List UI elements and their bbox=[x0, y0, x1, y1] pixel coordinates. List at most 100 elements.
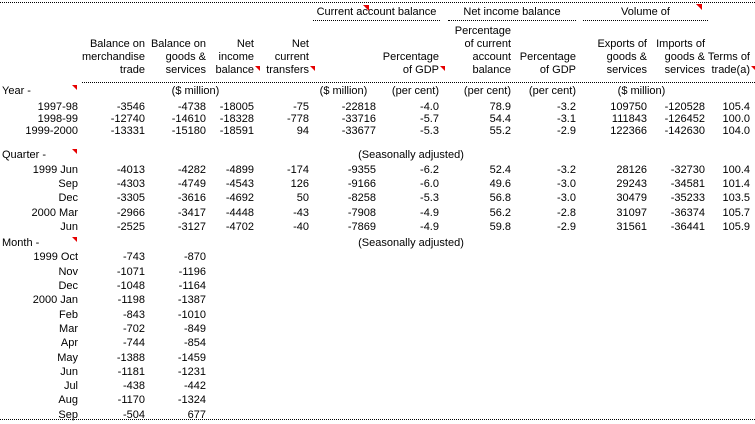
table-cell-exports-goods-services[interactable]: 31097 bbox=[616, 206, 647, 219]
table-cell-exports-goods-services[interactable] bbox=[577, 380, 648, 394]
table-cell-current-account-balance-million[interactable]: -9355 bbox=[347, 163, 376, 176]
table-cell-net-income-balance[interactable] bbox=[207, 280, 255, 294]
table-cell-nib-percentage-of-gdp[interactable] bbox=[512, 323, 577, 337]
table-cell-balance-goods-services[interactable]: -849 bbox=[183, 322, 206, 335]
table-cell-nib-percentage-of-gdp[interactable]: -2.9 bbox=[557, 221, 576, 234]
table-cell-cab-percentage-of-gdp[interactable] bbox=[377, 394, 440, 408]
table-cell-exports-goods-services[interactable] bbox=[577, 394, 648, 408]
table-cell-nib-percentage-of-gdp[interactable]: -3.1 bbox=[557, 113, 576, 125]
table-cell-balance-goods-services[interactable]: -3616 bbox=[177, 192, 206, 205]
table-cell-terms-of-trade[interactable] bbox=[706, 266, 751, 280]
table-cell-nib-percentage-of-cab[interactable]: 52.4 bbox=[489, 163, 511, 176]
row-label[interactable]: 1999-2000 bbox=[25, 125, 78, 137]
table-cell-balance-merchandise-trade[interactable]: -1170 bbox=[117, 394, 145, 407]
table-cell-net-income-balance[interactable]: -18005 bbox=[219, 101, 254, 113]
table-cell-cab-percentage-of-gdp[interactable] bbox=[377, 337, 440, 351]
table-cell-imports-goods-services[interactable] bbox=[648, 380, 706, 394]
table-cell-nib-percentage-of-gdp[interactable] bbox=[512, 280, 577, 294]
table-cell-net-income-balance[interactable]: -4448 bbox=[225, 206, 254, 219]
table-cell-balance-merchandise-trade[interactable]: -744 bbox=[122, 337, 145, 350]
table-cell-current-account-balance-million[interactable]: -7869 bbox=[347, 221, 376, 234]
table-cell-exports-goods-services[interactable] bbox=[577, 366, 648, 380]
table-cell-balance-merchandise-trade[interactable]: -2525 bbox=[116, 221, 145, 234]
table-cell-imports-goods-services[interactable]: -120528 bbox=[664, 101, 705, 113]
table-cell-cab-percentage-of-gdp[interactable]: -5.3 bbox=[420, 192, 439, 205]
table-cell-balance-merchandise-trade[interactable]: -702 bbox=[122, 322, 145, 335]
column-header-balance-merchandise-trade[interactable]: Balance on merchandise trade bbox=[81, 24, 146, 78]
table-cell-balance-merchandise-trade[interactable]: -743 bbox=[122, 251, 145, 264]
table-cell-nib-percentage-of-cab[interactable]: 78.9 bbox=[489, 101, 511, 113]
row-label[interactable]: Apr bbox=[60, 337, 78, 350]
table-cell-balance-goods-services[interactable]: -1387 bbox=[177, 294, 206, 307]
table-cell-balance-merchandise-trade[interactable]: -1071 bbox=[116, 265, 145, 278]
table-cell-current-account-balance-million[interactable]: -7908 bbox=[347, 206, 376, 219]
table-cell-current-account-balance-million[interactable] bbox=[310, 380, 377, 394]
table-cell-cab-percentage-of-gdp[interactable] bbox=[377, 366, 440, 380]
table-cell-terms-of-trade[interactable]: 104.0 bbox=[722, 125, 750, 137]
table-cell-current-account-balance-million[interactable] bbox=[310, 337, 377, 351]
table-cell-terms-of-trade[interactable]: 100.0 bbox=[722, 113, 750, 125]
table-cell-balance-goods-services[interactable]: -4282 bbox=[177, 163, 206, 176]
table-cell-balance-goods-services[interactable]: -4749 bbox=[177, 177, 206, 190]
table-cell-net-current-transfers[interactable] bbox=[255, 251, 310, 265]
table-cell-terms-of-trade[interactable]: 105.9 bbox=[722, 221, 750, 234]
table-cell-nib-percentage-of-gdp[interactable] bbox=[512, 309, 577, 323]
table-cell-exports-goods-services[interactable] bbox=[577, 294, 648, 308]
table-cell-current-account-balance-million[interactable] bbox=[310, 251, 377, 265]
table-cell-nib-percentage-of-cab[interactable] bbox=[440, 337, 512, 351]
table-cell-net-income-balance[interactable] bbox=[207, 323, 255, 337]
table-cell-exports-goods-services[interactable] bbox=[577, 409, 648, 423]
table-cell-net-income-balance[interactable] bbox=[207, 309, 255, 323]
table-cell-balance-goods-services[interactable]: 677 bbox=[187, 408, 206, 421]
table-cell-cab-percentage-of-gdp[interactable] bbox=[377, 251, 440, 265]
table-cell-exports-goods-services[interactable] bbox=[577, 352, 648, 366]
table-cell-imports-goods-services[interactable] bbox=[648, 366, 706, 380]
table-cell-nib-percentage-of-cab[interactable] bbox=[440, 352, 512, 366]
table-cell-net-income-balance[interactable] bbox=[207, 394, 255, 408]
table-cell-imports-goods-services[interactable]: -142630 bbox=[664, 125, 705, 137]
table-cell-balance-goods-services[interactable]: -15180 bbox=[171, 125, 206, 137]
table-cell-balance-goods-services[interactable]: -14610 bbox=[171, 113, 206, 125]
table-cell-cab-percentage-of-gdp[interactable]: -4.9 bbox=[420, 221, 439, 234]
column-header-cab-percentage-of-gdp[interactable]: Percentage of GDP bbox=[377, 24, 445, 78]
table-cell-imports-goods-services[interactable]: -126452 bbox=[664, 113, 705, 125]
table-cell-exports-goods-services[interactable]: 109750 bbox=[610, 101, 647, 113]
table-cell-nib-percentage-of-gdp[interactable] bbox=[512, 352, 577, 366]
table-cell-current-account-balance-million[interactable] bbox=[310, 409, 377, 423]
column-header-balance-goods-services[interactable]: Balance on goods & services bbox=[146, 24, 207, 78]
table-cell-balance-goods-services[interactable]: -3417 bbox=[177, 206, 206, 219]
table-cell-exports-goods-services[interactable]: 111843 bbox=[611, 113, 647, 125]
table-cell-nib-percentage-of-gdp[interactable] bbox=[512, 394, 577, 408]
table-cell-cab-percentage-of-gdp[interactable] bbox=[377, 266, 440, 280]
row-label[interactable]: 1998-99 bbox=[37, 113, 78, 125]
table-cell-balance-goods-services[interactable]: -1196 bbox=[178, 265, 206, 278]
table-cell-current-account-balance-million[interactable] bbox=[310, 294, 377, 308]
row-label[interactable]: Jun bbox=[60, 365, 78, 378]
table-cell-net-current-transfers[interactable]: -40 bbox=[293, 221, 309, 234]
column-header-period[interactable] bbox=[0, 24, 81, 78]
table-cell-exports-goods-services[interactable] bbox=[577, 337, 648, 351]
section-label[interactable]: Year - bbox=[0, 85, 81, 101]
table-cell-current-account-balance-million[interactable] bbox=[310, 309, 377, 323]
table-cell-balance-merchandise-trade[interactable]: -3546 bbox=[116, 101, 145, 113]
table-cell-balance-goods-services[interactable]: -1231 bbox=[177, 365, 206, 378]
table-cell-cab-percentage-of-gdp[interactable] bbox=[377, 323, 440, 337]
row-label[interactable]: Sep bbox=[58, 408, 78, 421]
table-cell-nib-percentage-of-cab[interactable]: 56.8 bbox=[489, 192, 511, 205]
table-cell-imports-goods-services[interactable]: -36374 bbox=[670, 206, 705, 219]
table-cell-current-account-balance-million[interactable]: -33716 bbox=[341, 113, 376, 125]
table-cell-terms-of-trade[interactable] bbox=[706, 251, 751, 265]
row-label[interactable]: Jul bbox=[63, 380, 78, 393]
table-cell-cab-percentage-of-gdp[interactable] bbox=[377, 352, 440, 366]
row-label[interactable]: 2000 Mar bbox=[31, 206, 78, 219]
table-cell-imports-goods-services[interactable] bbox=[648, 280, 706, 294]
table-cell-terms-of-trade[interactable] bbox=[706, 380, 751, 394]
table-cell-balance-goods-services[interactable]: -4738 bbox=[177, 101, 206, 113]
table-cell-balance-merchandise-trade[interactable]: -13331 bbox=[110, 125, 145, 137]
row-label[interactable]: Nov bbox=[58, 265, 78, 278]
row-label[interactable]: May bbox=[57, 351, 78, 364]
table-cell-nib-percentage-of-cab[interactable]: 54.4 bbox=[489, 113, 511, 125]
table-cell-balance-merchandise-trade[interactable]: -504 bbox=[122, 408, 145, 421]
row-label[interactable]: 1997-98 bbox=[37, 101, 78, 113]
table-cell-net-current-transfers[interactable] bbox=[255, 366, 310, 380]
